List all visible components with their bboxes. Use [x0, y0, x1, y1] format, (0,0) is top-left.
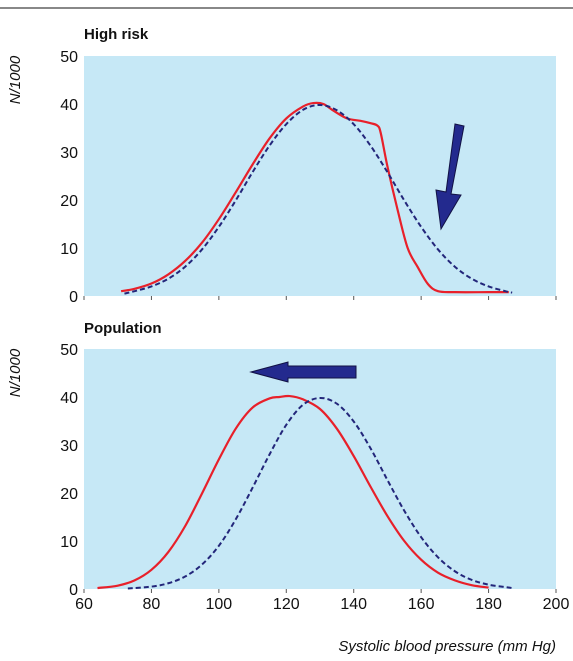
- series-high-risk-solid: [120, 101, 509, 294]
- series-population-solid: [97, 394, 489, 590]
- x-tick-label-160: 160: [408, 596, 435, 613]
- x-tick-label-100: 100: [206, 596, 233, 613]
- x-ticks-population: 60 80 100 120 140 160 180 200: [75, 589, 569, 613]
- arrow-high-risk: [435, 123, 465, 231]
- y-tick-label-population-20: 20: [60, 486, 78, 503]
- x-tick-label-60: 60: [75, 596, 93, 613]
- y-tick-label-high-risk-20: 20: [60, 193, 78, 210]
- y-ticks-population: 0 10 20 30 40 50: [60, 342, 78, 599]
- series-high-risk-dashed: [124, 103, 513, 295]
- chart-population: Population N/1000 0 10 20 30 40 50 60 80 100 120…: [7, 320, 569, 655]
- y-axis-label-population: N/1000: [7, 348, 24, 397]
- chart-title-high-risk: High risk: [84, 26, 149, 43]
- plot-area-population: [84, 349, 556, 589]
- y-tick-label-population-40: 40: [60, 390, 78, 407]
- x-tick-label-200: 200: [543, 596, 570, 613]
- y-tick-label-population-10: 10: [60, 534, 78, 551]
- arrow-down-left-shape: [435, 123, 465, 231]
- x-tick-marks-high-risk: [83, 296, 557, 300]
- chart-high-risk: High risk N/1000 0 10 20 30 40 50: [7, 26, 557, 306]
- y-tick-label-high-risk-10: 10: [60, 241, 78, 258]
- x-tick-label-140: 140: [340, 596, 367, 613]
- chart-title-population: Population: [84, 320, 162, 337]
- y-tick-label-high-risk-50: 50: [60, 49, 78, 66]
- x-axis-label: Systolic blood pressure (mm Hg): [338, 638, 556, 655]
- x-tick-label-180: 180: [475, 596, 502, 613]
- y-tick-label-high-risk-30: 30: [60, 145, 78, 162]
- y-tick-label-population-50: 50: [60, 342, 78, 359]
- plot-area-high-risk: [84, 56, 556, 296]
- series-group-population: [97, 394, 513, 590]
- arrow-population: [249, 361, 357, 383]
- arrow-left-shape: [249, 361, 357, 383]
- y-axis-label-high-risk: N/1000: [7, 55, 24, 104]
- y-tick-label-population-0: 0: [69, 582, 78, 599]
- series-population-dashed: [127, 396, 513, 590]
- series-group-high-risk: [120, 101, 513, 295]
- x-tick-label-80: 80: [143, 596, 161, 613]
- y-tick-label-high-risk-0: 0: [69, 289, 78, 306]
- y-ticks-high-risk: 0 10 20 30 40 50: [60, 49, 78, 306]
- y-tick-label-high-risk-40: 40: [60, 97, 78, 114]
- y-tick-label-population-30: 30: [60, 438, 78, 455]
- x-tick-label-120: 120: [273, 596, 300, 613]
